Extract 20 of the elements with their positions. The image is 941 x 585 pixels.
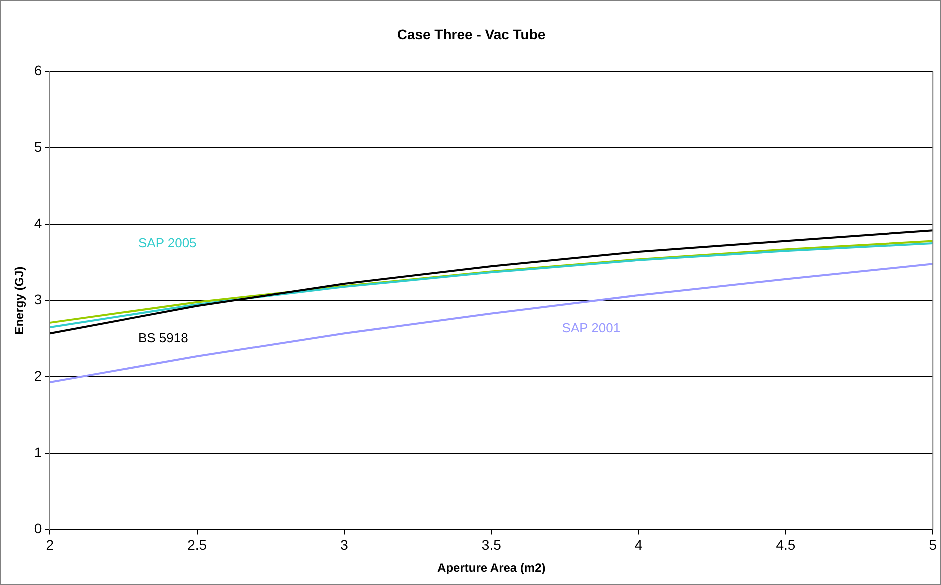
x-axis-title: Aperture Area (m2) — [438, 561, 546, 576]
x-tick-label: 5 — [929, 537, 938, 554]
y-tick-label: 0 — [34, 520, 42, 537]
text: SAP 2005 — [138, 235, 197, 250]
x-tick-label: 3.5 — [482, 537, 502, 554]
y-tick-label: 3 — [34, 292, 42, 308]
y-tick-label: 2 — [34, 368, 42, 384]
series-label: BS 5918 — [138, 330, 188, 346]
x-tick-label: 3 — [340, 537, 349, 554]
y-tick-label: 5 — [34, 138, 42, 155]
y-tick-label: 6 — [34, 62, 42, 79]
x-tick-label: 2.5 — [188, 537, 208, 554]
chart-title: Case Three - Vac Tube — [397, 26, 546, 42]
y-tick-label: 1 — [34, 444, 42, 460]
y-tick-label: 4 — [34, 215, 42, 232]
series-label: SAP 2001 — [562, 320, 621, 336]
x-tick-label: 4.5 — [776, 537, 796, 554]
y-axis-title: Energy (GJ) — [12, 266, 27, 335]
x-tick-label: 2 — [46, 537, 54, 554]
x-tick-label: 4 — [634, 537, 643, 554]
